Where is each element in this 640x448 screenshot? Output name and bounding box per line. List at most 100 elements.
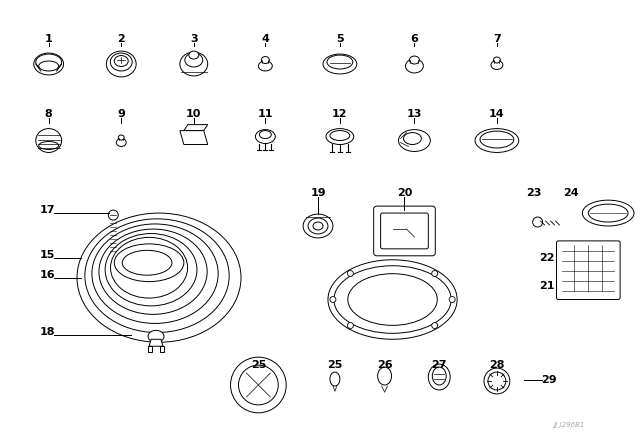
Text: 13: 13: [407, 109, 422, 119]
Ellipse shape: [92, 224, 218, 323]
Ellipse shape: [122, 250, 172, 275]
Polygon shape: [180, 130, 208, 145]
Text: 5: 5: [336, 34, 344, 44]
Circle shape: [230, 357, 286, 413]
FancyBboxPatch shape: [557, 241, 620, 300]
Ellipse shape: [378, 367, 392, 385]
Text: 14: 14: [489, 109, 505, 119]
Ellipse shape: [488, 372, 506, 390]
Ellipse shape: [334, 266, 451, 333]
Ellipse shape: [116, 138, 126, 146]
Ellipse shape: [313, 222, 323, 230]
Text: 19: 19: [310, 188, 326, 198]
Text: 18: 18: [40, 327, 55, 337]
Ellipse shape: [484, 368, 510, 394]
Ellipse shape: [259, 61, 272, 71]
Ellipse shape: [327, 55, 353, 69]
Text: 4: 4: [261, 34, 269, 44]
Ellipse shape: [330, 130, 350, 141]
Text: 11: 11: [257, 109, 273, 119]
Text: 2: 2: [117, 34, 125, 44]
Ellipse shape: [303, 214, 333, 238]
Ellipse shape: [323, 54, 356, 74]
Circle shape: [330, 297, 336, 302]
Text: 12: 12: [332, 109, 348, 119]
Text: 17: 17: [40, 205, 55, 215]
Circle shape: [532, 217, 543, 227]
Ellipse shape: [85, 219, 229, 332]
Ellipse shape: [403, 133, 421, 145]
Ellipse shape: [189, 51, 199, 59]
Circle shape: [239, 365, 278, 405]
Text: 24: 24: [564, 188, 579, 198]
Ellipse shape: [105, 233, 197, 306]
Ellipse shape: [185, 53, 203, 67]
FancyBboxPatch shape: [374, 206, 435, 256]
Ellipse shape: [588, 204, 628, 222]
Ellipse shape: [106, 51, 136, 77]
FancyBboxPatch shape: [381, 213, 428, 249]
Ellipse shape: [410, 56, 419, 64]
Text: 27: 27: [431, 360, 447, 370]
Polygon shape: [160, 346, 164, 352]
Ellipse shape: [348, 274, 437, 325]
Polygon shape: [184, 125, 208, 130]
Ellipse shape: [118, 135, 124, 140]
Text: JJ J296B1: JJ J296B1: [553, 422, 584, 428]
Text: 22: 22: [539, 253, 554, 263]
Ellipse shape: [39, 142, 59, 150]
Ellipse shape: [148, 330, 164, 342]
Ellipse shape: [326, 129, 354, 145]
Text: 8: 8: [45, 109, 52, 119]
Ellipse shape: [308, 218, 328, 234]
Ellipse shape: [406, 59, 423, 73]
Ellipse shape: [115, 244, 184, 282]
Text: 20: 20: [397, 188, 412, 198]
Text: 25: 25: [251, 360, 266, 370]
Polygon shape: [149, 339, 163, 346]
Text: 16: 16: [40, 270, 56, 280]
Text: 10: 10: [186, 109, 202, 119]
Ellipse shape: [39, 61, 59, 71]
Text: 1: 1: [45, 34, 52, 44]
Text: 7: 7: [493, 34, 500, 44]
Circle shape: [348, 271, 353, 276]
Ellipse shape: [480, 131, 514, 148]
Ellipse shape: [77, 213, 241, 342]
Text: 29: 29: [541, 375, 556, 385]
Ellipse shape: [36, 54, 61, 70]
Text: 6: 6: [410, 34, 419, 44]
Circle shape: [432, 323, 438, 328]
Ellipse shape: [111, 237, 188, 298]
Text: 21: 21: [539, 280, 554, 291]
Text: 25: 25: [327, 360, 342, 370]
Ellipse shape: [432, 367, 446, 385]
Ellipse shape: [259, 130, 271, 138]
Text: 28: 28: [489, 360, 505, 370]
Circle shape: [432, 271, 438, 276]
Ellipse shape: [493, 57, 500, 63]
Text: 23: 23: [526, 188, 541, 198]
Circle shape: [348, 323, 353, 328]
Ellipse shape: [328, 260, 457, 339]
Ellipse shape: [99, 229, 207, 314]
Text: 15: 15: [40, 250, 55, 260]
Circle shape: [108, 210, 118, 220]
Ellipse shape: [255, 129, 275, 143]
Circle shape: [449, 297, 455, 302]
Ellipse shape: [261, 56, 269, 64]
Ellipse shape: [399, 129, 430, 151]
Polygon shape: [148, 346, 152, 352]
Ellipse shape: [180, 52, 208, 76]
Ellipse shape: [582, 200, 634, 226]
Ellipse shape: [110, 53, 132, 71]
Ellipse shape: [34, 53, 63, 75]
Ellipse shape: [428, 364, 450, 390]
Ellipse shape: [491, 60, 503, 69]
Ellipse shape: [115, 56, 128, 66]
Text: 3: 3: [190, 34, 198, 44]
Ellipse shape: [330, 372, 340, 386]
Text: 9: 9: [117, 109, 125, 119]
Ellipse shape: [36, 129, 61, 152]
Ellipse shape: [475, 129, 519, 152]
